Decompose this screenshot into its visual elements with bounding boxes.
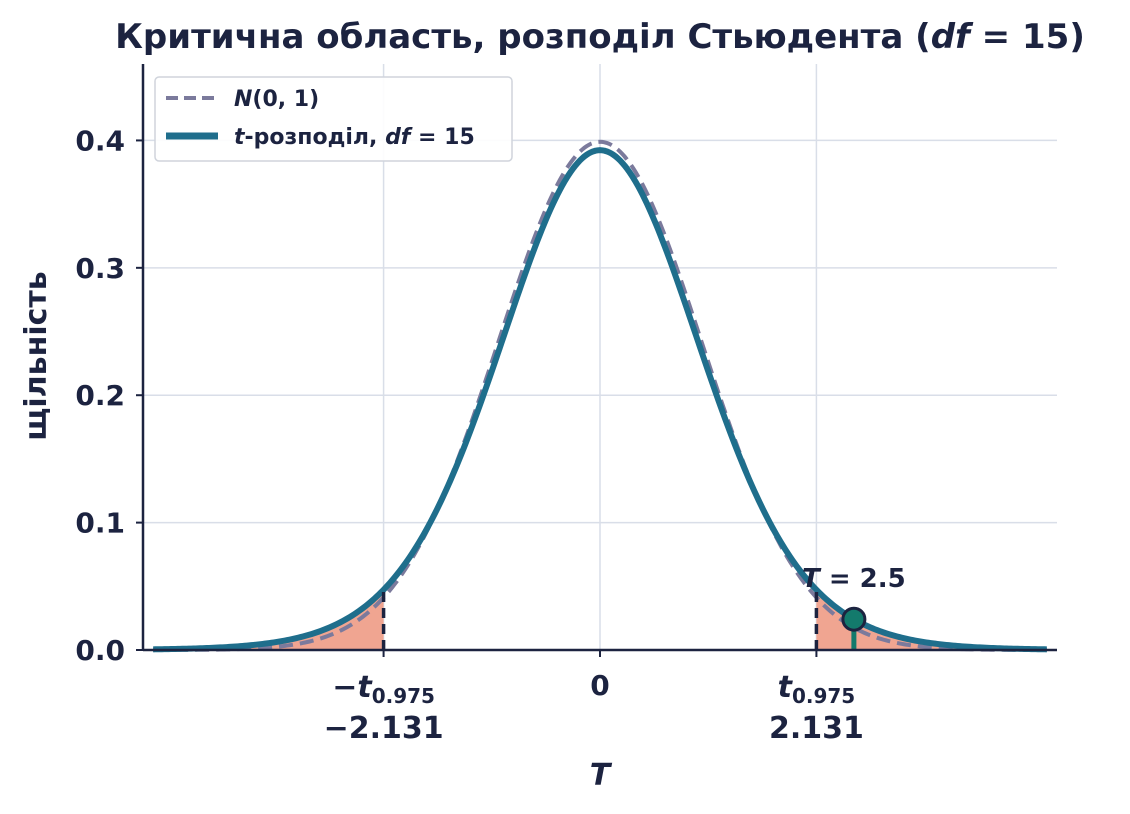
- y-tick-label-4: 0.4: [75, 124, 125, 157]
- observed-label: T = 2.5: [802, 564, 906, 594]
- series-line-normal: [153, 139, 1047, 652]
- critical-region-right: [816, 589, 1047, 650]
- x-tick-label-center: 0: [590, 669, 609, 702]
- legend-label-normal: N(0, 1): [234, 87, 319, 112]
- x-tick-label-left-value: −2.131: [324, 711, 444, 746]
- x-tick-label-right-symbol: t0.975: [778, 670, 856, 708]
- x-ticks: −t0.975 −2.131 0 t0.975 2.131: [324, 650, 864, 746]
- observed-marker: [841, 606, 867, 632]
- y-axis-label: щільність: [19, 271, 54, 441]
- legend-box: [154, 76, 513, 162]
- y-ticks: 0.0 0.1 0.2 0.3 0.4: [75, 124, 143, 667]
- x-axis-label: T: [590, 758, 613, 793]
- chart-title: Критична область, розподіл Стьюдента (df…: [115, 17, 1085, 57]
- y-tick-label-3: 0.3: [75, 252, 125, 285]
- y-tick-label-1: 0.1: [75, 507, 125, 540]
- x-tick-label-right-value: 2.131: [769, 711, 864, 746]
- y-tick-label-0: 0.0: [75, 634, 125, 667]
- legend: N(0, 1) t-розподіл, df = 15: [154, 76, 513, 162]
- series-line-t: [152, 147, 1048, 653]
- x-tick-label-left-symbol: −t0.975: [332, 670, 435, 708]
- legend-label-t: t-розподіл, df = 15: [234, 125, 475, 150]
- y-tick-label-2: 0.2: [75, 379, 125, 412]
